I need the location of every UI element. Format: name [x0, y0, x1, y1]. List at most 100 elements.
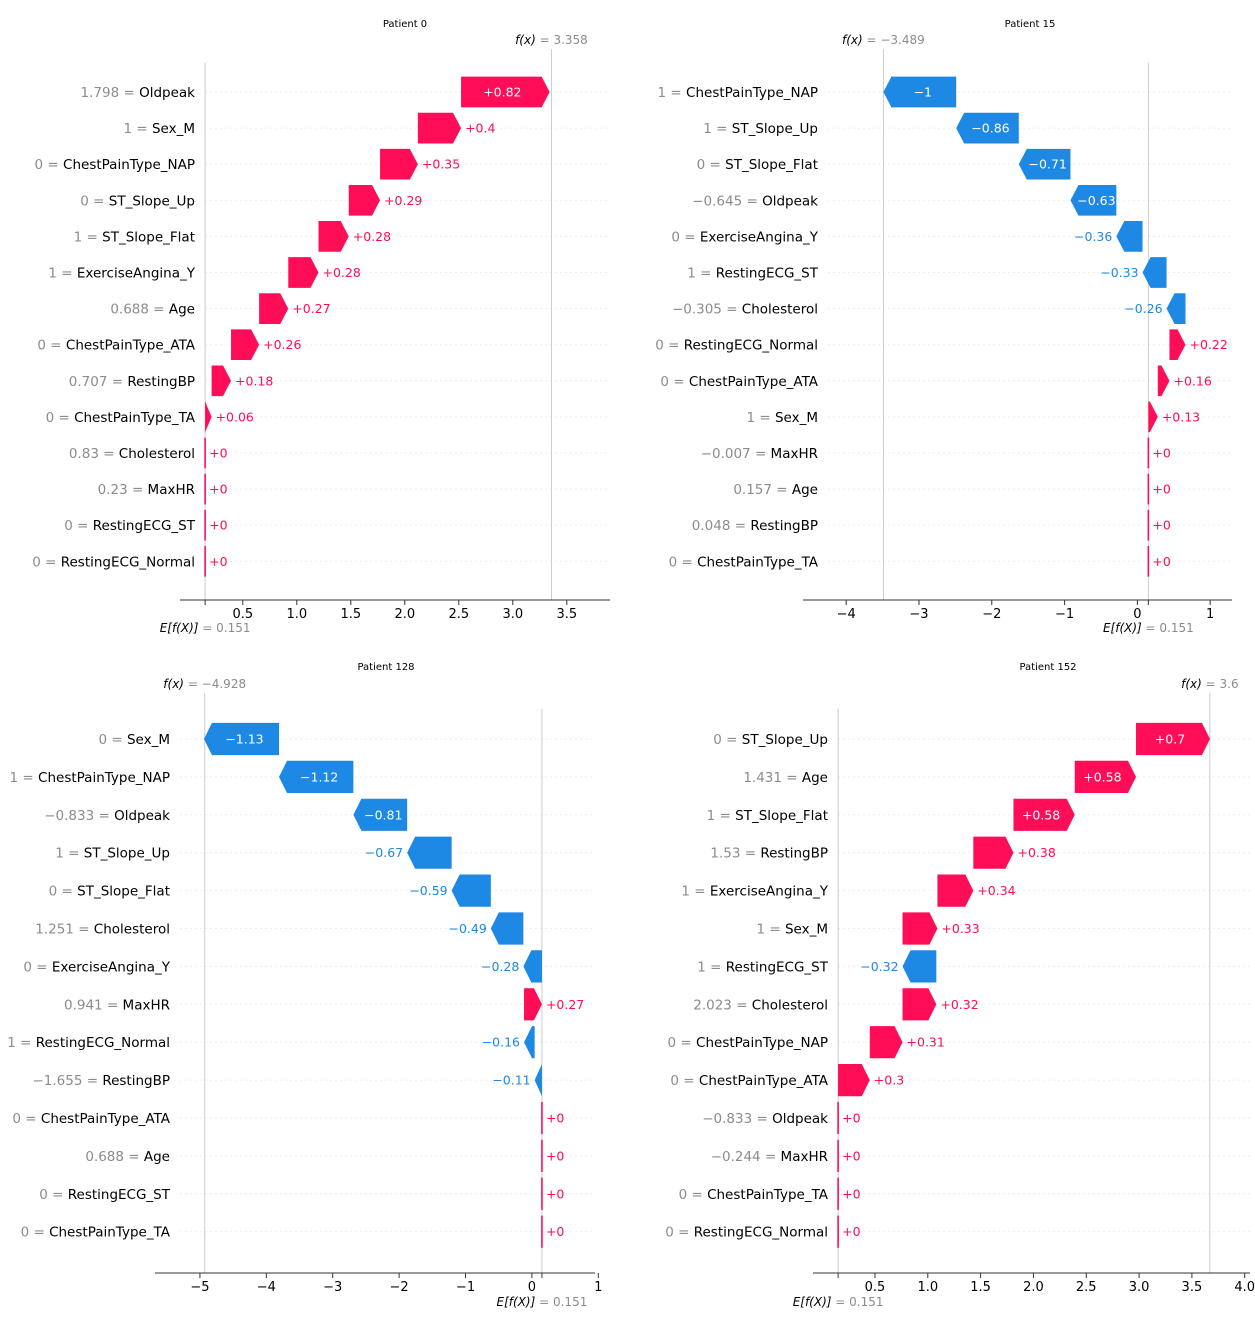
- feature-label: 0 = ST_Slope_Up: [713, 732, 828, 748]
- shap-bar: [417, 112, 462, 144]
- shap-value-label: −1: [914, 85, 932, 100]
- shap-value-label: −1.13: [225, 732, 263, 747]
- shap-bar: [318, 221, 349, 252]
- feature-label: 0 = ChestPainType_ATA: [660, 374, 818, 390]
- shap-bar: [1070, 184, 1117, 216]
- shap-value-label: +0: [1152, 554, 1170, 569]
- shap-bar: [461, 76, 550, 108]
- shap-value-label: +0: [842, 1111, 860, 1126]
- x-tick-label: 1.0: [286, 607, 307, 622]
- shap-bar: [348, 184, 381, 216]
- shap-bar: [523, 950, 542, 983]
- fx-label: f(x) = 3.6: [1181, 677, 1238, 691]
- shap-bar: [279, 760, 354, 794]
- feature-label: 1 = ExerciseAngina_Y: [681, 884, 828, 900]
- feature-label: 1 = RestingECG_Normal: [7, 1035, 170, 1051]
- x-tick-label: −4: [837, 607, 856, 622]
- shap-value-label: +0.7: [1155, 732, 1185, 747]
- shap-value-label: +0: [546, 1186, 564, 1201]
- shap-bar: [973, 836, 1014, 869]
- feature-label: 1 = RestingECG_ST: [687, 266, 819, 282]
- feature-label: 1 = ExerciseAngina_Y: [48, 266, 195, 282]
- shap-value-label: −0.86: [971, 121, 1009, 136]
- shap-bar: [1169, 329, 1186, 361]
- x-tick-label: −3: [909, 607, 928, 622]
- shap-value-label: +0: [209, 518, 227, 533]
- x-tick-label: 2.5: [448, 607, 469, 622]
- feature-label: 0.688 = Age: [85, 1149, 170, 1165]
- shap-value-label: +0: [842, 1224, 860, 1239]
- feature-label: 0 = ChestPainType_TA: [46, 410, 196, 426]
- shap-value-label: +0: [1152, 446, 1170, 461]
- shap-value-label: +0.18: [235, 373, 273, 388]
- x-tick-label: 2.0: [1023, 1280, 1044, 1295]
- x-tick-label: 3.5: [1182, 1280, 1203, 1295]
- waterfall-chart-0: Patient 0 f(x) = 3.358 +0.82 1.798 = Oldpea…: [32, 19, 610, 635]
- shap-value-label: −0.63: [1077, 193, 1115, 208]
- shap-bar: [524, 988, 542, 1021]
- shap-value-label: +0.34: [977, 883, 1015, 898]
- shap-bar: [1013, 798, 1075, 831]
- feature-label: 0 = ChestPainType_ATA: [37, 338, 195, 354]
- base-value-label: E[f(X)] = 0.151: [793, 1295, 884, 1309]
- waterfall-chart-1: Patient 15 f(x) = −3.489 −1 1 = ChestPainTy…: [655, 19, 1232, 635]
- shap-bar: [838, 1063, 870, 1097]
- waterfall-chart-3: Patient 152 f(x) = 3.6 +0.7 0 = ST_Slope_Up…: [665, 662, 1255, 1309]
- feature-label: 0 = ChestPainType_TA: [669, 554, 819, 570]
- shap-bar: [1157, 365, 1170, 397]
- shap-value-label: +0.82: [483, 85, 521, 100]
- chart-title: Patient 0: [383, 19, 427, 30]
- feature-label: 0 = RestingECG_Normal: [655, 338, 818, 354]
- x-tick-label: −4: [257, 1280, 276, 1295]
- shap-bar: [353, 798, 408, 831]
- x-tick-label: 1.5: [340, 607, 361, 622]
- shap-value-label: +0.06: [216, 409, 254, 424]
- shap-value-label: +0.31: [907, 1035, 945, 1050]
- feature-label: 0.707 = RestingBP: [69, 374, 195, 390]
- shap-bar: [490, 912, 524, 945]
- feature-label: −0.833 = Oldpeak: [702, 1111, 828, 1127]
- shap-value-label: +0.16: [1173, 373, 1211, 388]
- shap-value-label: +0: [546, 1224, 564, 1239]
- shap-value-label: +0.28: [353, 229, 391, 244]
- shap-value-label: +0.26: [263, 337, 301, 352]
- feature-label: 1 = ChestPainType_NAP: [658, 85, 818, 101]
- x-tick-label: 4.0: [1234, 1280, 1255, 1295]
- shap-value-label: +0: [209, 446, 227, 461]
- shap-bar: [524, 1026, 535, 1059]
- fx-label: f(x) = −3.489: [842, 33, 925, 47]
- shap-bar: [1142, 257, 1167, 288]
- feature-label: −1.655 = RestingBP: [32, 1073, 170, 1089]
- feature-label: 0 = RestingECG_ST: [39, 1187, 171, 1203]
- x-tick-label: −2: [390, 1280, 409, 1295]
- shap-bar: [1018, 148, 1071, 180]
- shap-bar: [1116, 221, 1143, 252]
- shap-value-label: +0: [1152, 482, 1170, 497]
- feature-label: 0 = ChestPainType_TA: [679, 1187, 829, 1203]
- shap-bar: [902, 950, 937, 983]
- feature-label: 0 = ST_Slope_Flat: [697, 157, 818, 173]
- feature-label: 0.688 = Age: [110, 302, 195, 318]
- feature-label: 0 = Sex_M: [98, 732, 170, 748]
- shap-bar: [259, 293, 289, 324]
- x-tick-label: 2.0: [394, 607, 415, 622]
- shap-value-label: +0.13: [1162, 409, 1200, 424]
- fx-label: f(x) = 3.358: [515, 33, 588, 47]
- chart-title: Patient 15: [1005, 19, 1056, 30]
- feature-label: 1 = ST_Slope_Flat: [707, 808, 828, 824]
- feature-label: 1 = Sex_M: [123, 121, 195, 137]
- feature-label: 1 = ST_Slope_Flat: [74, 229, 195, 245]
- feature-label: 0 = ChestPainType_TA: [21, 1225, 171, 1241]
- shap-value-label: +0.27: [292, 301, 330, 316]
- shap-value-label: −0.26: [1124, 301, 1162, 316]
- x-tick-label: −5: [190, 1280, 209, 1295]
- shap-value-label: −1.12: [300, 769, 338, 784]
- fx-label: f(x) = −4.928: [163, 677, 246, 691]
- chart-title: Patient 128: [357, 662, 414, 673]
- shap-bar: [407, 836, 452, 869]
- x-tick-label: 0.5: [232, 607, 253, 622]
- base-value-label: E[f(X)] = 0.151: [160, 621, 251, 635]
- feature-label: 1.251 = Cholesterol: [35, 922, 170, 938]
- shap-bar: [937, 874, 974, 907]
